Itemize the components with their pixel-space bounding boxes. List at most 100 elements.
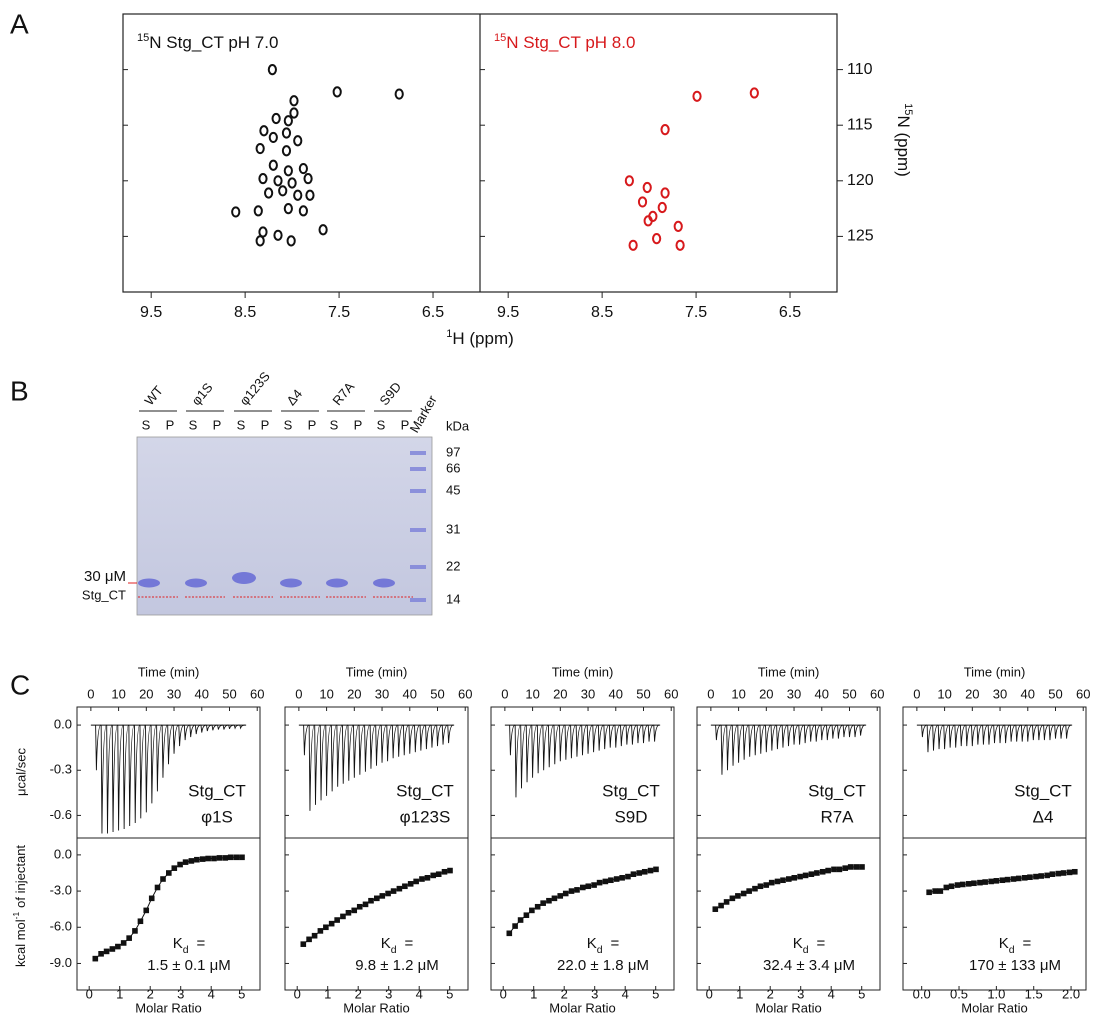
injection-peak bbox=[1021, 725, 1026, 742]
injection-peak bbox=[587, 725, 592, 754]
protein-label: Stg_CT bbox=[602, 781, 660, 800]
ratio-axis-label: Molar Ratio bbox=[343, 1000, 409, 1015]
kd-label-part: d bbox=[183, 944, 189, 956]
x-tick-label: 2 bbox=[147, 986, 154, 1001]
injection-peak bbox=[309, 725, 314, 811]
injection-peak bbox=[972, 725, 977, 746]
peak bbox=[273, 114, 280, 123]
data-point bbox=[780, 877, 786, 883]
injection-peak bbox=[1010, 725, 1015, 742]
injection-peak bbox=[721, 725, 726, 775]
x-tick-label: 40 bbox=[195, 686, 209, 701]
x-tick-label: 20 bbox=[965, 686, 979, 701]
injection-peak bbox=[370, 725, 375, 769]
x-tick-label: 10 bbox=[319, 686, 333, 701]
time-axis-label: Time (min) bbox=[964, 664, 1026, 679]
variant-label: φ1S bbox=[201, 807, 233, 826]
injection-peak bbox=[938, 725, 943, 749]
injection-peak bbox=[771, 725, 776, 751]
variant-label: S9D bbox=[614, 807, 647, 826]
data-point bbox=[132, 928, 138, 934]
peak bbox=[260, 126, 267, 135]
kd-label-part: = bbox=[611, 935, 620, 952]
injection-peak bbox=[626, 725, 631, 745]
lane-label: S bbox=[330, 417, 339, 432]
kd-label-part: d bbox=[1009, 944, 1015, 956]
injection-peak bbox=[201, 725, 206, 733]
lane-label: S bbox=[284, 417, 293, 432]
peak bbox=[289, 178, 296, 187]
injection-peak bbox=[1038, 725, 1043, 740]
x-tick-label: 0 bbox=[501, 686, 508, 701]
injection-peak bbox=[218, 725, 223, 730]
x-tick-label: 0 bbox=[294, 986, 301, 1001]
data-point bbox=[608, 877, 614, 883]
injection-peak bbox=[1066, 725, 1071, 739]
data-point bbox=[971, 880, 977, 886]
injection-peak bbox=[118, 725, 123, 830]
data-point bbox=[368, 898, 374, 904]
injection-peak bbox=[304, 725, 309, 755]
data-point bbox=[323, 924, 329, 930]
x-tick-label: 30 bbox=[167, 686, 181, 701]
injection-peak bbox=[442, 725, 447, 745]
injection-peak bbox=[1060, 725, 1065, 739]
x-tick-label: 2.0 bbox=[1062, 986, 1080, 1001]
spectrum-title: 15N Stg_CT pH 7.0 bbox=[137, 32, 278, 53]
data-point bbox=[648, 868, 654, 874]
x-tick-label: 50 bbox=[636, 686, 650, 701]
injection-peak bbox=[1005, 725, 1010, 743]
kd-label-part: d bbox=[803, 944, 809, 956]
x-tick-label: 9.5 bbox=[497, 304, 519, 321]
injection-peak bbox=[598, 725, 603, 751]
injection-peak bbox=[966, 725, 971, 746]
peak bbox=[396, 89, 403, 98]
data-point bbox=[977, 880, 983, 886]
injection-peak bbox=[140, 725, 145, 818]
peak bbox=[285, 204, 292, 213]
injection-peak bbox=[738, 725, 743, 763]
data-point bbox=[949, 883, 955, 889]
lane-label: P bbox=[213, 417, 222, 432]
lane-group-label: S9D bbox=[376, 379, 404, 408]
x-tick-label: 8.5 bbox=[234, 304, 256, 321]
x-tick-label: 20 bbox=[139, 686, 153, 701]
marker-band bbox=[410, 467, 426, 471]
protein-band bbox=[280, 579, 302, 588]
raw-frame bbox=[903, 707, 1086, 838]
injection-peak bbox=[560, 725, 565, 761]
protein-label: Stg_CT bbox=[808, 781, 866, 800]
data-point bbox=[194, 857, 200, 863]
peak bbox=[306, 191, 313, 200]
y-axis-label-part: N (ppm) bbox=[894, 115, 913, 176]
x-tick-label: 20 bbox=[347, 686, 361, 701]
injection-peak bbox=[179, 725, 184, 746]
data-point bbox=[171, 865, 177, 871]
data-point bbox=[430, 873, 436, 879]
x-tick-label: 30 bbox=[375, 686, 389, 701]
data-point bbox=[334, 917, 340, 923]
y-tick-label: -3.0 bbox=[50, 883, 72, 898]
y-tick-label: 0.0 bbox=[54, 717, 72, 732]
injection-peak bbox=[960, 725, 965, 746]
marker-label: Marker bbox=[407, 392, 441, 435]
injection-peak bbox=[96, 725, 101, 770]
injection-peak bbox=[632, 725, 637, 745]
data-point bbox=[385, 891, 391, 897]
x-tick-label: 2 bbox=[561, 986, 568, 1001]
x-tick-label: 0 bbox=[707, 686, 714, 701]
injection-peak bbox=[804, 725, 809, 743]
injection-peak bbox=[151, 725, 156, 803]
heat-y-axis-label-part: -1 bbox=[11, 912, 21, 920]
data-point bbox=[1033, 874, 1039, 880]
injection-peak bbox=[838, 725, 843, 739]
kd-label: Kd= bbox=[999, 935, 1032, 956]
x-tick-label: 7.5 bbox=[685, 304, 707, 321]
y-axis-label-part: 15 bbox=[902, 103, 914, 115]
data-point bbox=[580, 885, 586, 891]
injection-peak bbox=[716, 725, 721, 740]
x-tick-label: 4 bbox=[622, 986, 629, 1001]
data-point bbox=[425, 875, 431, 881]
data-point bbox=[791, 875, 797, 881]
peak bbox=[257, 236, 264, 245]
